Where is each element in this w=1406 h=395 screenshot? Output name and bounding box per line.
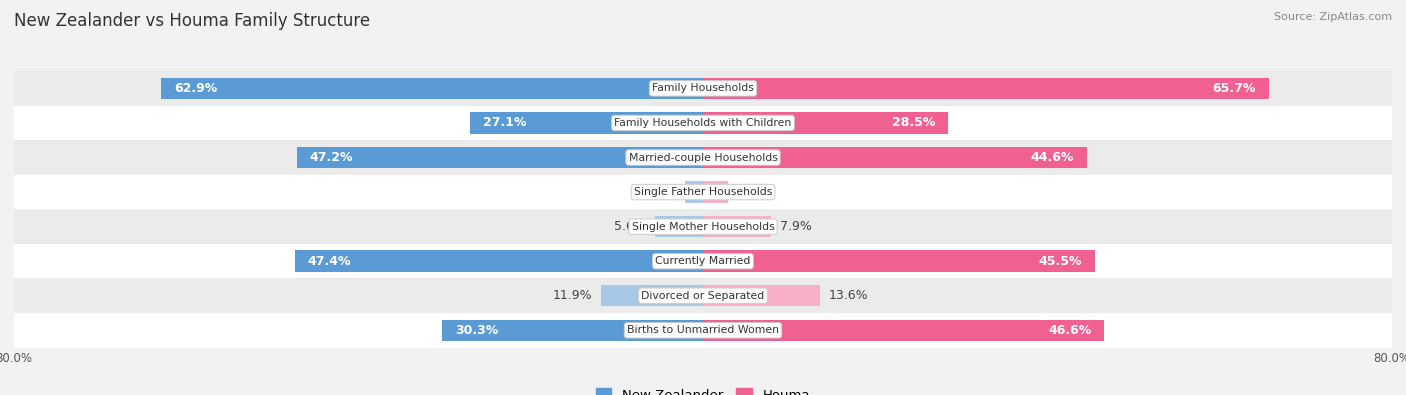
Text: 2.1%: 2.1% — [644, 186, 676, 199]
Text: 2.9%: 2.9% — [737, 186, 768, 199]
Bar — [14, 140, 1392, 175]
Text: Single Mother Households: Single Mother Households — [631, 222, 775, 231]
Text: 11.9%: 11.9% — [553, 289, 592, 302]
Bar — [14, 244, 1392, 278]
Bar — [703, 78, 1268, 99]
Bar — [703, 181, 728, 203]
Bar — [703, 112, 949, 134]
Text: Source: ZipAtlas.com: Source: ZipAtlas.com — [1274, 12, 1392, 22]
Text: 13.6%: 13.6% — [828, 289, 869, 302]
Bar — [14, 71, 1392, 106]
Bar — [655, 216, 703, 237]
Bar — [470, 112, 703, 134]
Bar — [703, 320, 1104, 341]
Bar — [600, 285, 703, 307]
Text: 28.5%: 28.5% — [893, 117, 935, 130]
Text: 5.6%: 5.6% — [614, 220, 647, 233]
Text: New Zealander vs Houma Family Structure: New Zealander vs Houma Family Structure — [14, 12, 370, 30]
Text: 30.3%: 30.3% — [456, 324, 498, 337]
Text: 47.2%: 47.2% — [309, 151, 353, 164]
Text: Single Father Households: Single Father Households — [634, 187, 772, 197]
Bar — [685, 181, 703, 203]
Text: Family Households with Children: Family Households with Children — [614, 118, 792, 128]
Text: 7.9%: 7.9% — [780, 220, 811, 233]
Bar — [14, 106, 1392, 140]
Bar — [14, 278, 1392, 313]
Bar — [703, 285, 820, 307]
Text: Divorced or Separated: Divorced or Separated — [641, 291, 765, 301]
Text: Married-couple Households: Married-couple Households — [628, 152, 778, 162]
Legend: New Zealander, Houma: New Zealander, Houma — [596, 388, 810, 395]
Bar — [703, 250, 1095, 272]
Bar — [297, 147, 703, 168]
Text: 62.9%: 62.9% — [174, 82, 218, 95]
Text: 27.1%: 27.1% — [482, 117, 526, 130]
Text: 45.5%: 45.5% — [1039, 255, 1083, 268]
Bar — [703, 147, 1087, 168]
Bar — [295, 250, 703, 272]
Text: Births to Unmarried Women: Births to Unmarried Women — [627, 325, 779, 335]
Bar — [14, 175, 1392, 209]
Text: 65.7%: 65.7% — [1212, 82, 1256, 95]
Text: Family Households: Family Households — [652, 83, 754, 93]
Text: Currently Married: Currently Married — [655, 256, 751, 266]
Bar — [14, 313, 1392, 348]
Text: 44.6%: 44.6% — [1031, 151, 1074, 164]
Text: 47.4%: 47.4% — [308, 255, 352, 268]
Text: 46.6%: 46.6% — [1047, 324, 1091, 337]
Bar — [14, 209, 1392, 244]
Bar — [162, 78, 703, 99]
Bar — [703, 216, 770, 237]
Bar — [441, 320, 703, 341]
